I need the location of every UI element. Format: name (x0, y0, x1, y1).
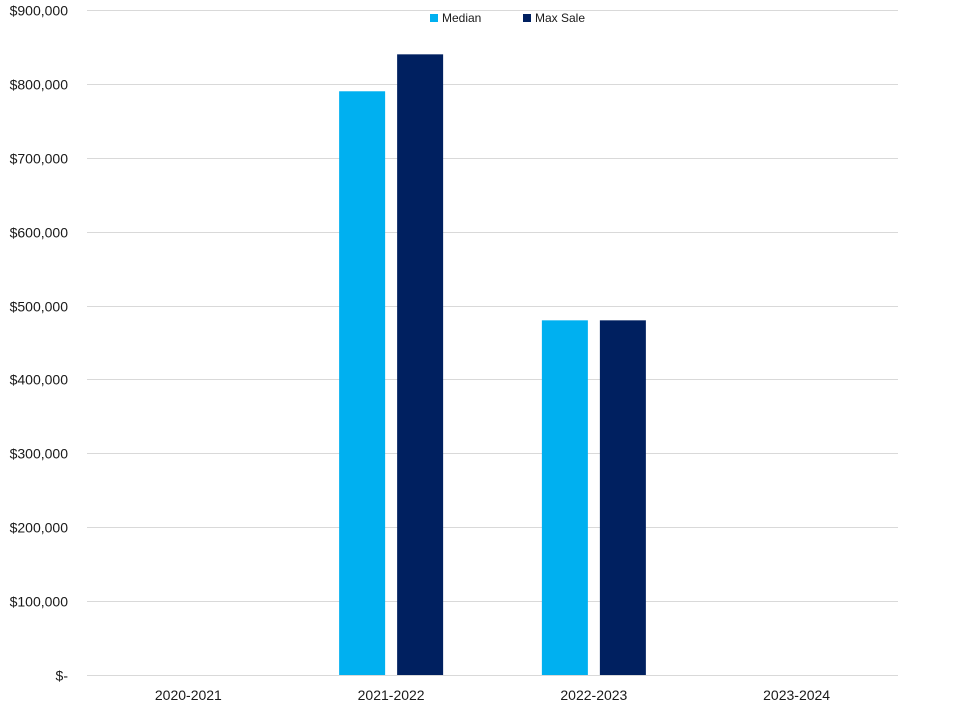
x-tick-label: 2021-2022 (358, 687, 425, 703)
y-axis: $- $100,000 $200,000 $300,000 $400,000 $500,0… (10, 3, 69, 684)
legend-label-max-sale: Max Sale (535, 11, 585, 25)
y-tick-label: $100,000 (10, 594, 69, 610)
y-tick-label: $700,000 (10, 151, 69, 167)
x-tick-label: 2022-2023 (560, 687, 627, 703)
gridlines (87, 10, 898, 676)
bar-median-2021-2022 (339, 91, 386, 676)
y-tick-label: $800,000 (10, 77, 69, 93)
bar-max-sale-2021-2022 (397, 54, 444, 676)
legend-swatch-median (430, 14, 438, 22)
legend: Median Max Sale (430, 11, 585, 25)
x-axis: 2020-2021 2021-2022 2022-2023 2023-2024 (155, 687, 830, 703)
y-tick-label: $500,000 (10, 299, 69, 315)
y-tick-label: $200,000 (10, 520, 69, 536)
legend-swatch-max-sale (523, 14, 531, 22)
bars (339, 54, 646, 676)
x-tick-label: 2023-2024 (763, 687, 830, 703)
bar-median-2022-2023 (541, 320, 588, 675)
y-tick-label: $900,000 (10, 3, 69, 19)
y-tick-label: $- (56, 668, 69, 684)
x-tick-label: 2020-2021 (155, 687, 222, 703)
y-tick-label: $400,000 (10, 372, 69, 388)
legend-label-median: Median (442, 11, 481, 25)
y-tick-label: $300,000 (10, 446, 69, 462)
y-tick-label: $600,000 (10, 225, 69, 241)
bar-max-sale-2022-2023 (599, 320, 646, 675)
